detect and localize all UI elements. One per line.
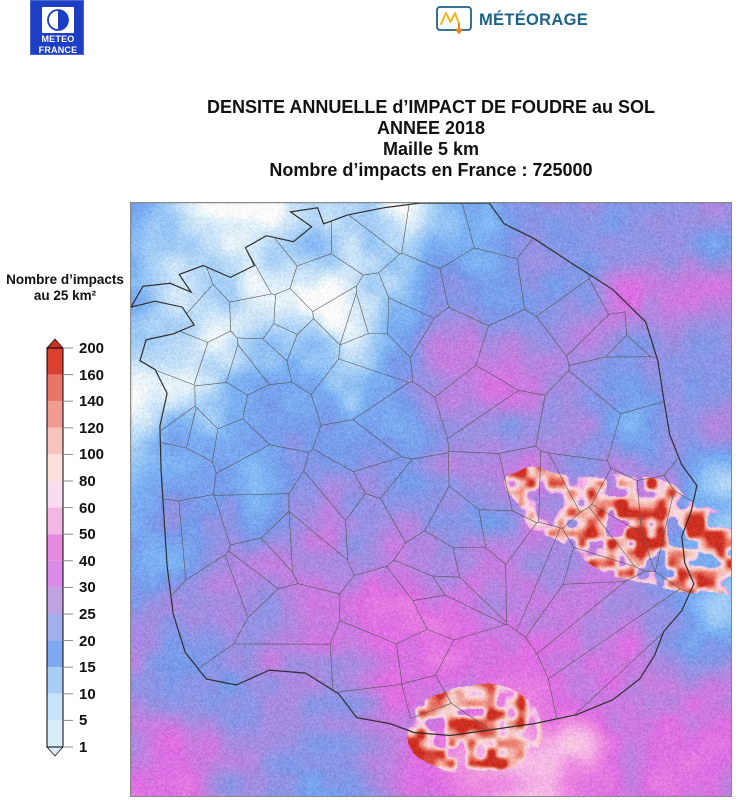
svg-text:MÉTÉORAGE: MÉTÉORAGE [479, 10, 588, 29]
